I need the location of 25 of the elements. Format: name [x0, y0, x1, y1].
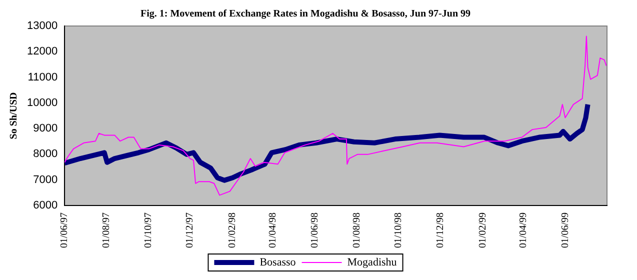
- x-tick-label: 01/12/98: [434, 212, 446, 248]
- legend-label: Mogadishu: [347, 256, 398, 268]
- x-tick-label: 01/04/98: [268, 212, 279, 248]
- legend-label: Bosasso: [260, 256, 296, 268]
- chart-title: Fig. 1: Movement of Exchange Rates in Mogadishu & Bosasso, Jun 97-Jun 99: [140, 8, 471, 20]
- x-tick-label: 01/12/97: [184, 212, 196, 248]
- y-tick-label: 10000: [26, 96, 58, 109]
- x-tick-label: 01/02/99: [478, 212, 489, 248]
- x-tick-label: 01/10/98: [393, 212, 404, 248]
- x-tick-label: 01/08/97: [101, 212, 112, 248]
- y-tick-label: 11000: [28, 71, 58, 84]
- y-axis-title: So Sh/USD: [8, 92, 20, 140]
- x-tick-label: 01/10/97: [142, 212, 154, 248]
- x-tick-label: 01/08/98: [351, 212, 362, 248]
- x-tick-label: 01/06/98: [310, 212, 321, 248]
- x-tick-label: 01/02/98: [227, 212, 238, 248]
- y-tick-label: 6000: [33, 199, 58, 212]
- x-tick-label: 01/06/97: [59, 212, 70, 248]
- y-tick-label: 9000: [33, 122, 58, 135]
- y-tick-label: 13000: [26, 20, 58, 32]
- x-tick-label: 01/04/99: [518, 212, 529, 248]
- y-tick-label: 7000: [33, 174, 58, 186]
- y-tick-label: 12000: [26, 46, 58, 58]
- y-tick-label: 8000: [33, 148, 58, 160]
- x-tick-label: 01/06/99: [560, 212, 571, 248]
